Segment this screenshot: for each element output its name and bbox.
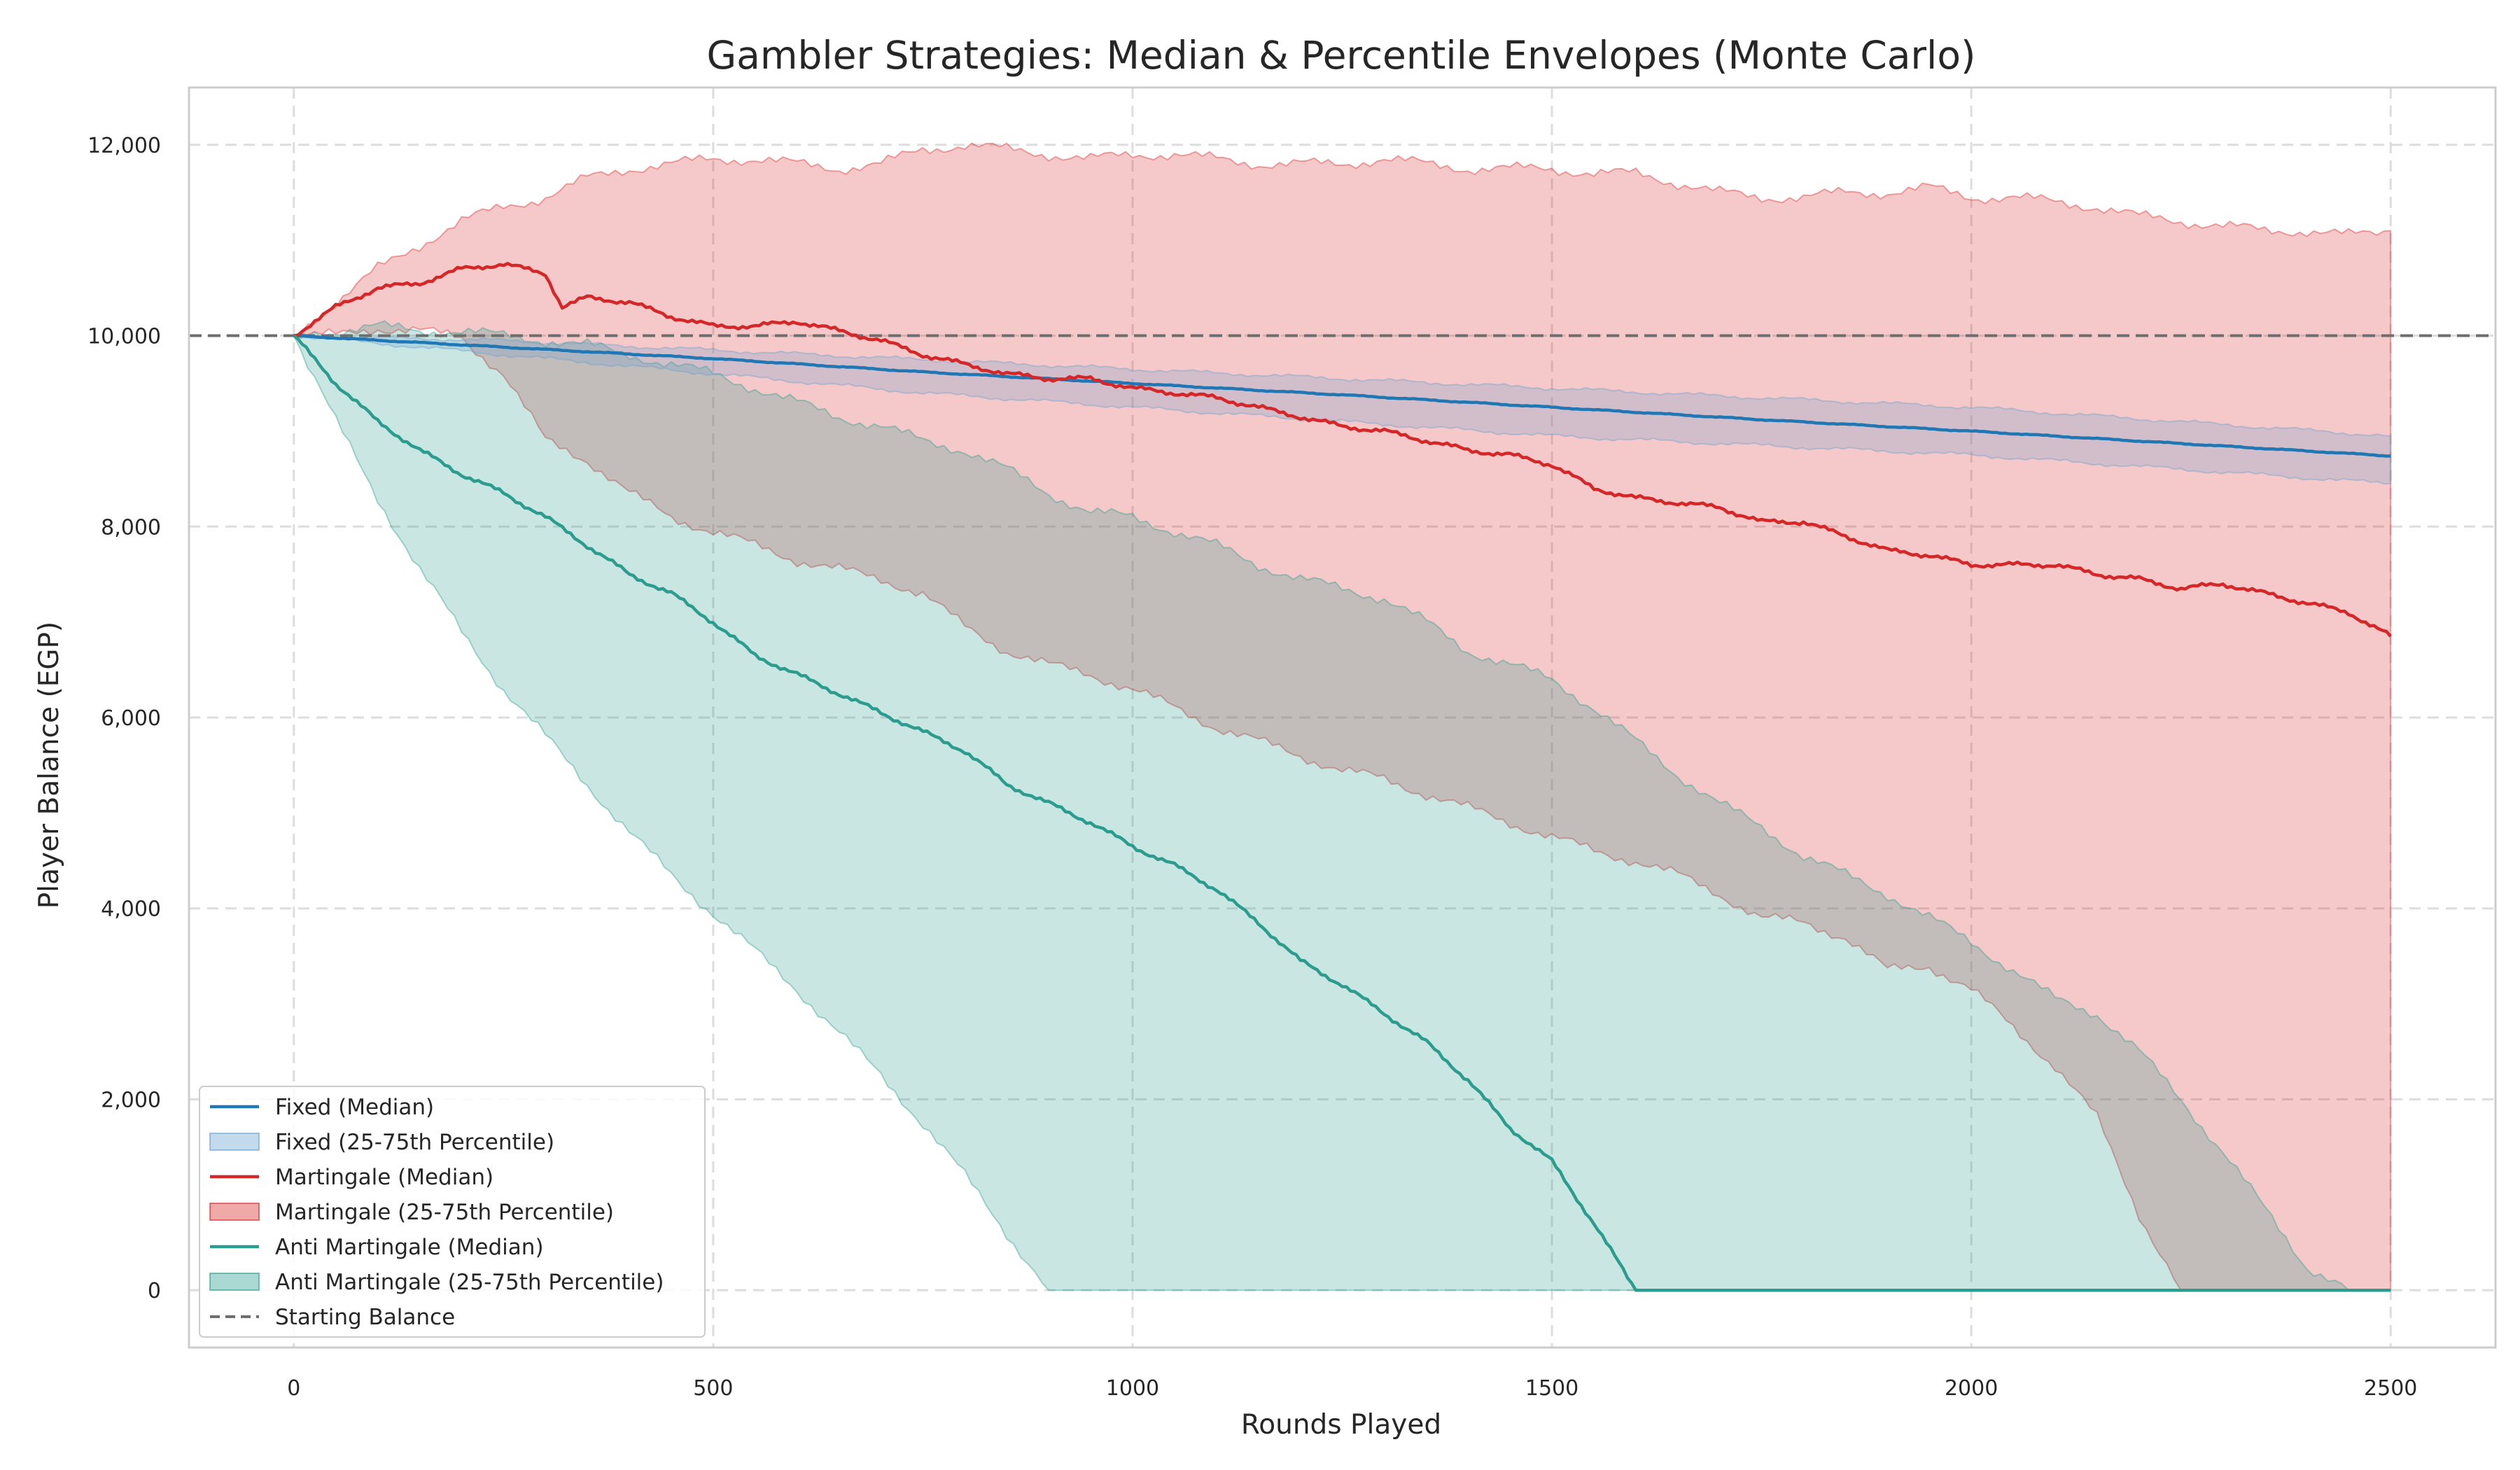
y-tick-label: 0	[148, 1279, 161, 1303]
line-anti-martingale-median-	[293, 334, 2391, 1292]
x-tick-label: 2500	[2364, 1376, 2417, 1401]
y-tick-label: 10,000	[88, 325, 161, 349]
y-tick-label: 12,000	[88, 134, 161, 158]
y-tick-label: 4,000	[101, 897, 161, 922]
y-tick-label: 6,000	[101, 706, 161, 731]
legend-entry: Martingale (25-75th Percentile)	[209, 1200, 614, 1225]
line-fixed-median-	[293, 334, 2391, 458]
x-tick-label: 500	[693, 1376, 733, 1401]
chart-title: Gambler Strategies: Median & Percentile …	[707, 33, 1976, 78]
legend-label: Martingale (25-75th Percentile)	[275, 1200, 614, 1225]
legend-entry: Martingale (Median)	[210, 1165, 493, 1190]
legend-label: Starting Balance	[275, 1305, 455, 1330]
band-fixed-25-75th-percentile-	[291, 332, 2392, 485]
y-tick-label: 2,000	[101, 1088, 161, 1112]
y-axis-label: Player Balance (EGP)	[34, 622, 65, 909]
legend-patch-swatch	[209, 1203, 260, 1221]
band-martingale-25-75th-percentile-	[291, 142, 2392, 1292]
x-tick-label: 1000	[1106, 1376, 1159, 1401]
x-tick-label: 1500	[1525, 1376, 1578, 1401]
x-tick-label: 2000	[1945, 1376, 1998, 1401]
legend-label: Fixed (Median)	[275, 1095, 434, 1120]
y-axis-ticks: 0 2,000 4,000 6,000 8,000 10,000 12,000	[88, 134, 161, 1303]
median-lines	[293, 262, 2392, 1292]
legend-patch-swatch	[209, 1133, 260, 1151]
legend-box	[199, 1086, 706, 1338]
x-axis-label: Rounds Played	[1241, 1409, 1441, 1441]
legend-label: Anti Martingale (25-75th Percentile)	[275, 1270, 664, 1295]
legend-label: Anti Martingale (Median)	[275, 1235, 544, 1260]
legend: Fixed (Median) Fixed (25-75th Percentile)…	[199, 1086, 706, 1338]
legend-entry: Fixed (Median)	[210, 1095, 434, 1120]
line-martingale-median-	[293, 262, 2392, 638]
legend-entry: Anti Martingale (Median)	[210, 1235, 544, 1260]
plot-frame	[188, 86, 2497, 1349]
legend-label: Fixed (25-75th Percentile)	[275, 1130, 554, 1155]
legend-entry: Fixed (25-75th Percentile)	[209, 1130, 554, 1155]
percentile-bands	[291, 142, 2392, 1292]
x-axis-ticks: 0 500 1000 1500 2000 2500	[287, 1376, 2417, 1401]
y-tick-label: 8,000	[101, 515, 161, 540]
band-anti-martingale-25-75th-percentile-	[293, 320, 2391, 1292]
legend-label: Martingale (Median)	[275, 1165, 493, 1190]
x-tick-label: 0	[287, 1376, 300, 1401]
legend-patch-swatch	[209, 1273, 260, 1291]
legend-entry: Starting Balance	[210, 1305, 455, 1330]
legend-entry: Anti Martingale (25-75th Percentile)	[209, 1270, 664, 1295]
